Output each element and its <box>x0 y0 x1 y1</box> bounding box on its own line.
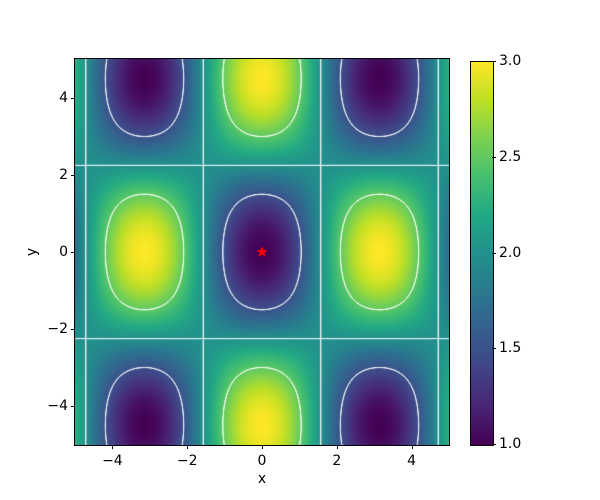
colorbar-tick-label: 1.5 <box>499 340 522 357</box>
colorbar-tick-label: 2.0 <box>499 244 522 261</box>
x-tick-mark <box>411 445 413 449</box>
colorbar-tick-label: 3.0 <box>499 53 522 69</box>
colorbar-tick-mark <box>492 252 496 254</box>
y-tick-label: −4 <box>47 398 68 415</box>
colorbar-tick-mark <box>492 156 496 158</box>
y-tick-label: −2 <box>47 321 68 338</box>
colorbar-tick-label: 2.5 <box>499 148 522 165</box>
colorbar-tick-label: 1.0 <box>499 436 522 452</box>
y-tick-label: 0 <box>59 244 68 260</box>
x-tick-mark <box>112 445 114 449</box>
y-tick-mark <box>71 406 75 408</box>
plot-area <box>74 58 450 446</box>
x-tick-mark <box>262 445 263 449</box>
colorbar-gradient <box>471 62 493 445</box>
x-tick-label: 0 <box>257 453 267 469</box>
x-tick-mark <box>187 445 189 449</box>
x-tick-label: 2 <box>332 453 342 469</box>
x-tick-label: −2 <box>176 453 198 469</box>
colorbar <box>470 61 494 446</box>
y-tick-mark <box>71 97 75 99</box>
colorbar-tick-mark <box>492 348 496 350</box>
y-tick-mark <box>71 252 75 253</box>
colorbar-tick-mark <box>492 61 496 62</box>
y-axis-label: y <box>24 247 40 257</box>
y-tick-label: 4 <box>59 89 68 106</box>
y-tick-mark <box>71 329 75 331</box>
x-axis-label: x <box>257 471 267 487</box>
x-tick-label: 4 <box>407 453 417 469</box>
x-tick-label: −4 <box>102 453 123 469</box>
colorbar-tick-mark <box>492 444 496 445</box>
heatmap-canvas <box>75 59 449 445</box>
y-tick-mark <box>71 174 75 176</box>
y-tick-label: 2 <box>59 166 68 183</box>
x-tick-mark <box>336 445 338 449</box>
